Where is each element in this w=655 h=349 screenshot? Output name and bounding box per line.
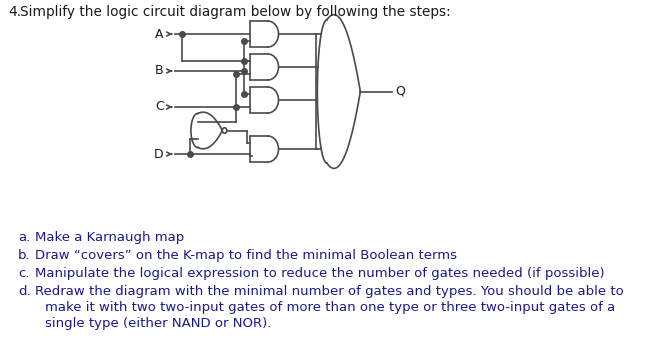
Text: single type (either NAND or NOR).: single type (either NAND or NOR). bbox=[45, 317, 271, 330]
Circle shape bbox=[222, 128, 227, 133]
Text: a.: a. bbox=[18, 231, 30, 244]
Text: Redraw the diagram with the minimal number of gates and types. You should be abl: Redraw the diagram with the minimal numb… bbox=[35, 285, 624, 298]
Text: B: B bbox=[155, 65, 164, 77]
Text: Draw “covers” on the K-map to find the minimal Boolean terms: Draw “covers” on the K-map to find the m… bbox=[35, 249, 457, 262]
Text: A: A bbox=[155, 28, 164, 40]
Text: c.: c. bbox=[18, 267, 29, 280]
Text: D: D bbox=[154, 148, 164, 161]
Text: Q: Q bbox=[395, 85, 405, 98]
Text: d.: d. bbox=[18, 285, 31, 298]
Text: C: C bbox=[155, 101, 164, 113]
Text: Manipulate the logical expression to reduce the number of gates needed (if possi: Manipulate the logical expression to red… bbox=[35, 267, 605, 280]
Text: Simplify the logic circuit diagram below by following the steps:: Simplify the logic circuit diagram below… bbox=[20, 5, 451, 19]
Text: b.: b. bbox=[18, 249, 31, 262]
Text: 4.: 4. bbox=[9, 5, 22, 19]
Text: Make a Karnaugh map: Make a Karnaugh map bbox=[35, 231, 184, 244]
Text: make it with two two-input gates of more than one type or three two-input gates : make it with two two-input gates of more… bbox=[45, 301, 615, 314]
